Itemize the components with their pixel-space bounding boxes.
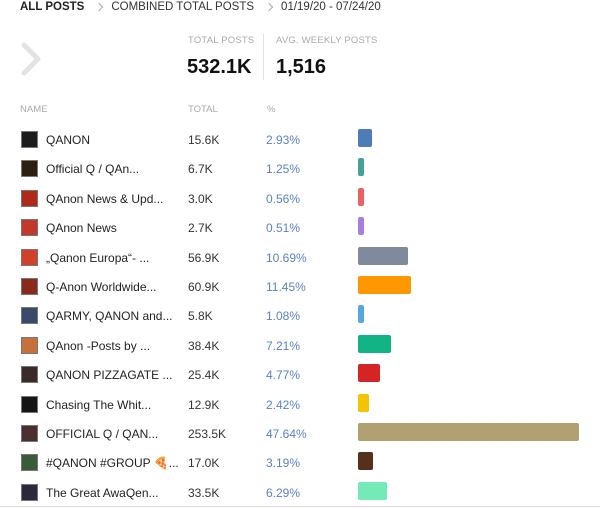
row-total: 253.5K [188,427,227,441]
row-name[interactable]: QAnon -Posts by ... [46,338,151,353]
row-total: 17.0K [188,456,220,471]
row-total: 15.6K [188,133,220,147]
row-total: 3.0K [188,191,213,206]
row-total: 2.7K [188,221,213,236]
row-percent: 1.08% [266,309,301,324]
table-row[interactable]: QARMY, QANON and... 5.8K 1.08% [0,305,600,331]
page-avatar [21,160,38,178]
row-percent: 3.19% [266,456,301,471]
row-name[interactable]: The Great AwaQen... [46,485,159,500]
row-total: 25.4K [188,368,220,383]
row-name[interactable]: QANON [46,133,91,147]
divider [0,506,600,507]
table-row[interactable]: Chasing The Whit... 12.9K 2.42% [0,393,600,420]
column-header-percent[interactable]: % [267,104,276,115]
row-name[interactable]: Chasing The Whit... [46,397,152,412]
row-total: 60.9K [188,280,220,294]
row-percent: 0.51% [266,221,301,236]
row-percent: 47.64% [266,427,307,441]
row-total: 38.4K [188,338,220,353]
page-avatar [21,366,38,384]
table-row[interactable]: #QANON #GROUP 🍕... 17.0K 3.19% [0,452,600,478]
chevron-right-icon [95,2,104,12]
share-bar [358,452,373,471]
row-name[interactable]: QARMY, QANON and... [46,309,173,324]
table-row[interactable]: Q-Anon Worldwide... 60.9K 11.45% [0,276,600,302]
page-avatar [21,454,38,472]
share-bar [358,334,392,353]
page-avatar [21,131,38,148]
row-percent: 7.21% [266,338,301,353]
table-row[interactable]: The Great AwaQen... 33.5K 6.29% [0,481,600,508]
page-avatar [21,395,38,413]
share-bar [358,481,388,500]
row-percent: 6.29% [266,485,301,500]
share-bar [358,246,408,265]
table-row[interactable]: QAnon News 2.7K 0.51% [0,217,600,243]
page-avatar [21,189,38,207]
breadcrumb-all-posts[interactable]: ALL POSTS [20,1,85,13]
share-bar [358,158,364,177]
share-bar [358,423,579,441]
share-bar [358,217,364,236]
row-percent: 0.56% [266,191,301,206]
row-percent: 1.25% [266,162,301,177]
row-name[interactable]: Q-Anon Worldwide... [46,280,157,294]
table-row[interactable]: QANON 15.6K 2.93% [0,129,600,155]
row-name[interactable]: Official Q / QAn... [46,162,140,177]
row-name[interactable]: OFFICIAL Q / QAN... [46,427,159,441]
row-total: 12.9K [188,397,220,412]
table-row[interactable]: „Qanon Europa“- ... 56.9K 10.69% [0,246,600,273]
column-header-total[interactable]: TOTAL [188,104,218,115]
page-avatar [21,483,38,501]
page-avatar [21,425,38,442]
row-name[interactable]: QANON PIZZAGATE ... [46,368,173,383]
row-percent: 10.69% [266,250,307,265]
row-total: 6.7K [188,162,213,177]
table-row[interactable]: OFFICIAL Q / QAN... 253.5K 47.64% [0,423,600,449]
chevron-right-icon [264,2,274,12]
chevron-right-icon [21,42,41,76]
breadcrumb: ALL POSTS COMBINED TOTAL POSTS 01/19/20 … [20,0,381,14]
avg-weekly-posts-value: 1,516 [276,56,327,78]
share-bar [358,305,364,324]
row-name[interactable]: QAnon News & Upd... [46,191,164,206]
avg-weekly-posts-label: AVG. WEEKLY POSTS [276,35,378,46]
row-percent: 2.42% [266,397,301,412]
share-bar [358,276,412,294]
column-header-name[interactable]: NAME [20,104,48,115]
row-percent: 4.77% [266,368,301,383]
row-total: 33.5K [188,485,220,500]
row-name[interactable]: #QANON #GROUP 🍕... [46,456,179,471]
nav-arrow-button[interactable] [16,42,44,76]
breadcrumb-combined-total-posts[interactable]: COMBINED TOTAL POSTS [111,1,255,13]
page-avatar [21,307,38,325]
share-bar [358,364,381,383]
share-bar [358,129,372,147]
row-percent: 11.45% [266,280,306,294]
page-avatar [21,278,38,295]
row-total: 5.8K [188,309,213,324]
date-range: 01/19/20 - 07/24/20 [281,1,381,13]
row-total: 56.9K [188,250,220,265]
page-avatar [21,219,38,237]
table-row[interactable]: QAnon -Posts by ... 38.4K 7.21% [0,334,600,361]
row-name[interactable]: QAnon News [46,221,117,236]
table-row[interactable]: QAnon News & Upd... 3.0K 0.56% [0,187,600,214]
share-bar [358,393,370,412]
table-row[interactable]: QANON PIZZAGATE ... 25.4K 4.77% [0,364,600,390]
page-avatar [21,248,38,266]
share-bar [358,187,364,206]
total-posts-label: TOTAL POSTS [188,35,255,46]
row-name[interactable]: „Qanon Europa“- ... [46,250,150,265]
total-posts-value: 532.1K [187,56,252,78]
summary-divider [263,34,264,80]
table-row[interactable]: Official Q / QAn... 6.7K 1.25% [0,158,600,184]
page-avatar [21,336,38,354]
row-percent: 2.93% [266,133,301,147]
